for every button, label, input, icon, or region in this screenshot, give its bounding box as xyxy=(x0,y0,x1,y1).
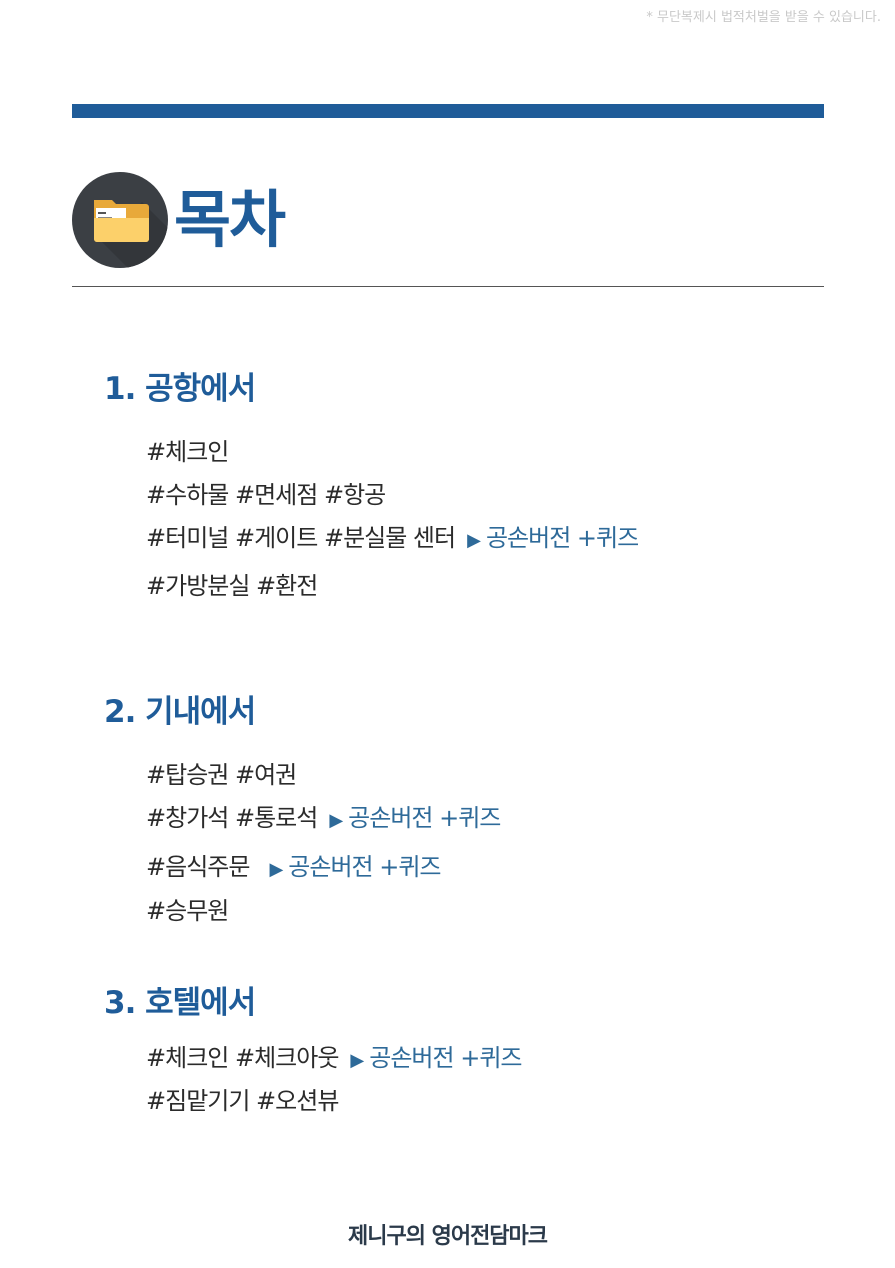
footer-brand: 제니구의 영어전담마크 xyxy=(347,1224,548,1249)
list-item: #체크인 xyxy=(146,438,229,466)
section-airport: 1. 공항에서 xyxy=(104,371,256,407)
quiz-link[interactable]: 공손버전 +퀴즈 xyxy=(369,1044,522,1072)
section-heading: 3. 호텔에서 xyxy=(104,985,256,1021)
section-heading: 2. 기내에서 xyxy=(104,694,256,730)
list-item: #음식주문 ▶ 공손버전 +퀴즈 xyxy=(146,853,442,881)
list-item: #짐맡기기 #오션뷰 xyxy=(146,1087,339,1115)
list-item: #터미널 #게이트 #분실물 센터 ▶ 공손버전 +퀴즈 xyxy=(146,524,639,552)
header-bar xyxy=(72,104,824,118)
quiz-link[interactable]: 공손버전 +퀴즈 xyxy=(485,524,639,552)
arrow-icon: ▶ xyxy=(329,810,343,831)
copyright-notice: * 무단복제시 법적처벌을 받을 수 있습니다. xyxy=(646,10,881,25)
title-row: 목차 xyxy=(72,172,286,268)
list-item: #체크인 #체크아웃 ▶ 공손버전 +퀴즈 xyxy=(146,1044,522,1072)
section-heading: 1. 공항에서 xyxy=(104,371,256,407)
section-inflight: 2. 기내에서 xyxy=(104,694,256,730)
title-divider xyxy=(72,286,824,287)
list-item: #탑승권 #여권 xyxy=(146,761,297,789)
list-item: #창가석 #통로석 ▶ 공손버전 +퀴즈 xyxy=(146,804,501,832)
arrow-icon: ▶ xyxy=(467,530,481,551)
arrow-icon: ▶ xyxy=(269,859,283,880)
list-item: #가방분실 #환전 xyxy=(146,572,318,600)
quiz-link[interactable]: 공손버전 +퀴즈 xyxy=(348,804,501,832)
arrow-icon: ▶ xyxy=(350,1050,364,1071)
list-item: #승무원 xyxy=(146,897,229,925)
page-title: 목차 xyxy=(174,183,286,256)
folder-icon xyxy=(72,172,168,268)
section-hotel: 3. 호텔에서 xyxy=(104,985,256,1021)
list-item: #수하물 #면세점 #항공 xyxy=(146,481,386,509)
quiz-link[interactable]: 공손버전 +퀴즈 xyxy=(288,853,441,881)
